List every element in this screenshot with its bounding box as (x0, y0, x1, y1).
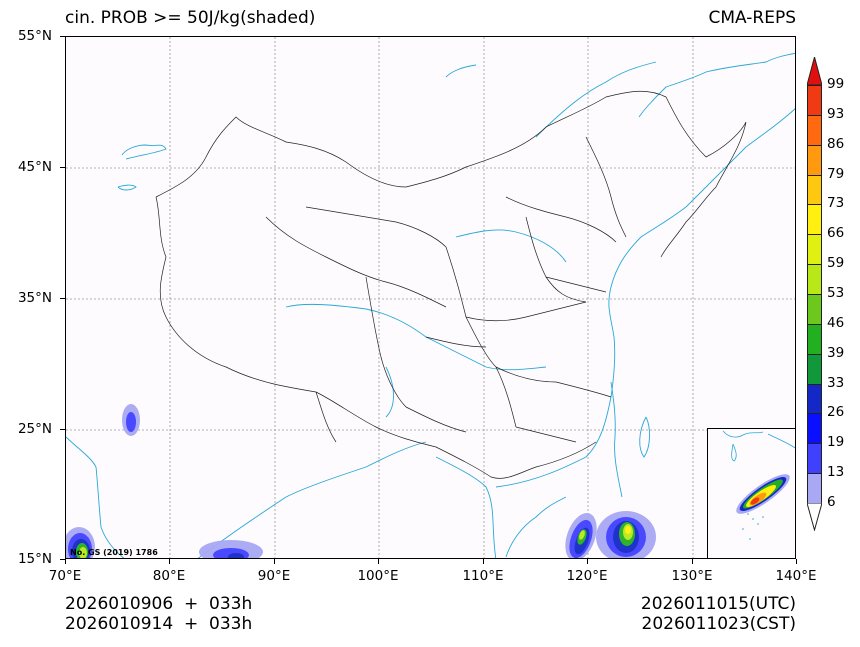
x-tick-mark (796, 559, 798, 564)
map-plot-area: No. GS (2019) 1786 (65, 36, 796, 559)
colorbar-segment (808, 174, 821, 205)
y-tick-mark (60, 559, 65, 561)
y-tick-45n: 45°N (17, 159, 52, 175)
x-tick-mark (483, 559, 485, 564)
map-layers (66, 37, 795, 558)
y-tick-55n: 55°N (17, 28, 52, 44)
x-tick-mark (169, 559, 171, 564)
y-tick-25n: 25°N (17, 421, 52, 437)
x-tick-mark (274, 559, 276, 564)
colorbar-label: 79 (827, 165, 845, 182)
colorbar-segment (808, 204, 821, 235)
coastlines-rivers (66, 52, 795, 558)
colorbar-label: 53 (827, 285, 845, 301)
init-time-block: 2026010906 + 033h 2026010914 + 033h (65, 594, 252, 634)
colorbar (807, 57, 822, 531)
colorbar-label: 39 (827, 344, 845, 361)
x-tick-mark (692, 559, 694, 564)
colorbar-segment (808, 294, 821, 324)
y-tick-mark (60, 167, 65, 169)
x-tick-mark (378, 559, 380, 564)
x-tick-mark (587, 559, 589, 564)
colorbar-label: 33 (827, 374, 845, 391)
colorbar-segment (808, 323, 821, 354)
colorbar-label: 73 (827, 195, 845, 212)
x-tick-140e: 140°E (775, 568, 817, 584)
graticule (66, 37, 795, 558)
colorbar-segment (808, 353, 821, 384)
colorbar-segment (808, 234, 821, 265)
x-tick-mark (65, 559, 67, 564)
valid-time-utc: 2026011015(UTC) (640, 594, 796, 614)
x-tick-130e: 130°E (671, 568, 713, 584)
colorbar-label: 46 (827, 314, 845, 331)
y-tick-35n: 35°N (17, 290, 52, 306)
colorbar-label: 13 (827, 464, 845, 481)
init-time-utc: 2026010906 + 033h (65, 594, 253, 614)
colorbar-segment (808, 383, 821, 414)
probability-shading (66, 404, 656, 558)
colorbar-label: 26 (827, 404, 845, 421)
init-time-cst: 2026010914 + 033h (65, 614, 253, 634)
south-china-sea-inset (707, 428, 796, 559)
colorbar-segment (808, 473, 821, 503)
y-tick-mark (60, 429, 65, 431)
x-tick-70e: 70°E (48, 568, 82, 584)
colorbar-segment (808, 413, 821, 444)
colorbar-segment (808, 443, 821, 474)
colorbar-segments (807, 85, 822, 503)
colorbar-label: 59 (827, 255, 845, 272)
y-tick-mark (60, 298, 65, 300)
y-tick-mark (60, 36, 65, 38)
colorbar-extend-arrows (807, 57, 822, 531)
colorbar-label: 66 (827, 225, 845, 242)
model-name: CMA-REPS (708, 8, 796, 28)
colorbar-label: 93 (827, 105, 845, 122)
colorbar-label: 86 (827, 135, 845, 152)
colorbar-label: 99 (827, 76, 845, 92)
x-tick-80e: 80°E (152, 568, 186, 584)
province-boundaries (155, 90, 747, 479)
x-tick-120e: 120°E (566, 568, 608, 584)
colorbar-segment (808, 114, 821, 145)
x-tick-110e: 110°E (462, 568, 504, 584)
colorbar-segment (808, 144, 821, 175)
valid-time-block: 2026011015(UTC) 2026011023(CST) (641, 594, 796, 634)
valid-time-cst: 2026011023(CST) (641, 614, 796, 634)
colorbar-segment (808, 264, 821, 294)
x-tick-90e: 90°E (257, 568, 291, 584)
inset-map (722, 430, 795, 540)
map-approval-number: No. GS (2019) 1786 (70, 548, 158, 557)
y-tick-15n: 15°N (17, 551, 52, 567)
x-tick-100e: 100°E (357, 568, 399, 584)
colorbar-label: 19 (827, 434, 845, 451)
colorbar-label: 6 (827, 494, 836, 510)
map-title: cin. PROB >= 50J/kg(shaded) (65, 8, 316, 28)
colorbar-segment (808, 85, 821, 115)
